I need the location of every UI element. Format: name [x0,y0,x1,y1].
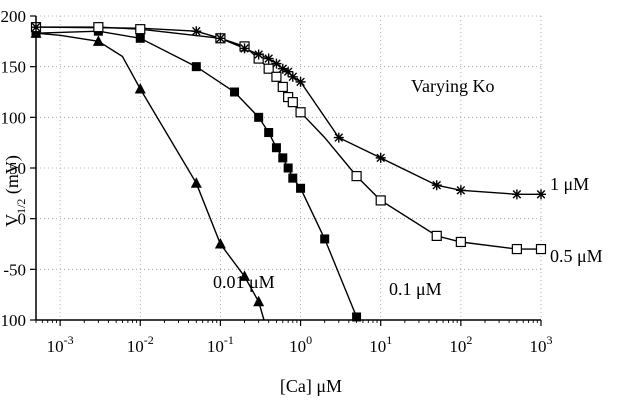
y-tick-label: -50 [3,260,26,279]
data-point-triangle [239,270,251,281]
data-point-asterisk [431,180,442,191]
data-point-square-filled [271,143,281,153]
data-point-square-open [351,171,362,182]
data-point-triangle [214,238,226,249]
data-point-square-open [277,81,288,93]
data-point-asterisk [263,53,274,64]
data-point-asterisk [31,22,41,33]
data-point-asterisk [455,185,466,196]
data-point-square-open [295,107,306,118]
data-point-square-open [93,22,104,33]
y-tick-label: 150 [1,58,27,77]
data-point-square-filled [278,153,288,163]
x-axis-ticks: 10-3 10-2 10-1 100 101 102 103 [35,320,553,356]
x-axis-title: [Ca] μM [280,376,342,396]
data-point-square-filled [283,163,293,173]
data-point-asterisk [287,71,298,82]
annotation-0.1uM: 0.1 μM [389,279,442,299]
data-point-triangle [253,295,265,307]
data-point-square-filled [135,33,145,43]
y-tick-label: 50 [9,159,26,178]
annotation-0.01uM: 0.01 μM [213,272,275,292]
data-point-square-open [271,71,282,82]
data-point-square-filled [31,28,41,38]
x-tick-label: 102 [449,333,472,356]
data-point-asterisk [191,26,202,37]
data-point-square-filled [254,112,264,122]
y-axis-ticks: 200 150 100 50 0 -50 -100 [0,7,36,330]
data-point-asterisk [375,152,386,163]
data-point-asterisk [333,132,344,143]
y-tick-label: 200 [1,7,27,26]
data-point-asterisk [239,43,250,54]
data-point-asterisk [536,189,546,200]
series-line [36,26,541,250]
data-point-square-filled [288,173,298,183]
y-axis-title-subscript: 1/2 [14,199,28,214]
data-point-asterisk [253,49,264,60]
annotation-0.5uM: 0.5 μM [550,246,603,266]
data-point-square-open [263,63,274,74]
data-point-square-open [455,236,466,248]
data-point-square-filled [264,128,274,138]
annotation-1uM: 1 μM [550,174,589,194]
data-point-square-open [287,97,298,108]
series-markers [30,22,547,322]
data-point-triangle [134,82,146,94]
x-tick-label: 10-1 [207,333,234,356]
data-point-square-filled [352,312,362,322]
data-point-square-open [511,243,522,255]
data-point-asterisk [271,58,282,69]
x-tick-label: 10-3 [47,333,74,356]
y-tick-label: 0 [18,210,27,229]
data-point-square-open [135,24,146,35]
annotation-varying-ko: Varying Ko [411,76,495,96]
data-point-square-filled [191,62,201,72]
data-point-asterisk [215,33,226,44]
y-tick-label: -100 [0,311,26,330]
data-point-square-open [535,243,547,255]
x-tick-label: 103 [530,333,553,356]
data-point-square-open [375,195,386,206]
data-point-asterisk [511,189,522,200]
series-line [35,30,358,318]
data-point-asterisk [283,66,294,77]
data-point-triangle [190,177,202,188]
x-tick-label: 10-2 [127,333,154,356]
series-line [35,32,265,321]
data-point-asterisk [277,63,288,74]
x-tick-label: 101 [369,333,392,356]
data-point-square-filled [296,183,306,193]
data-point-square-filled [320,234,330,244]
data-point-asterisk [295,76,306,87]
data-point-triangle [92,35,104,46]
x-tick-label: 100 [289,333,312,356]
y-tick-label: 100 [1,108,27,127]
data-point-square-open [431,230,442,241]
data-point-square-filled [230,87,240,97]
